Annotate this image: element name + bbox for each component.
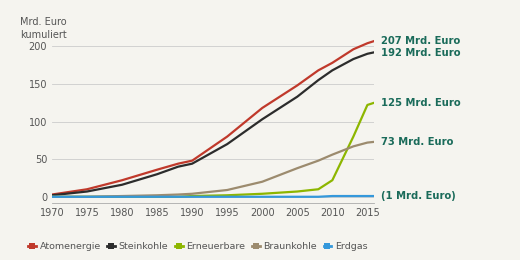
- Text: (1 Mrd. Euro): (1 Mrd. Euro): [381, 191, 456, 201]
- Text: Mrd. Euro
kumuliert: Mrd. Euro kumuliert: [20, 17, 67, 40]
- Legend: Atomenergie, Steinkohle, Erneuerbare, Braunkohle, Erdgas: Atomenergie, Steinkohle, Erneuerbare, Br…: [24, 238, 371, 255]
- Text: 207 Mrd. Euro: 207 Mrd. Euro: [381, 36, 461, 46]
- Text: 73 Mrd. Euro: 73 Mrd. Euro: [381, 137, 454, 147]
- Text: 125 Mrd. Euro: 125 Mrd. Euro: [381, 98, 461, 108]
- Text: 192 Mrd. Euro: 192 Mrd. Euro: [381, 48, 461, 58]
